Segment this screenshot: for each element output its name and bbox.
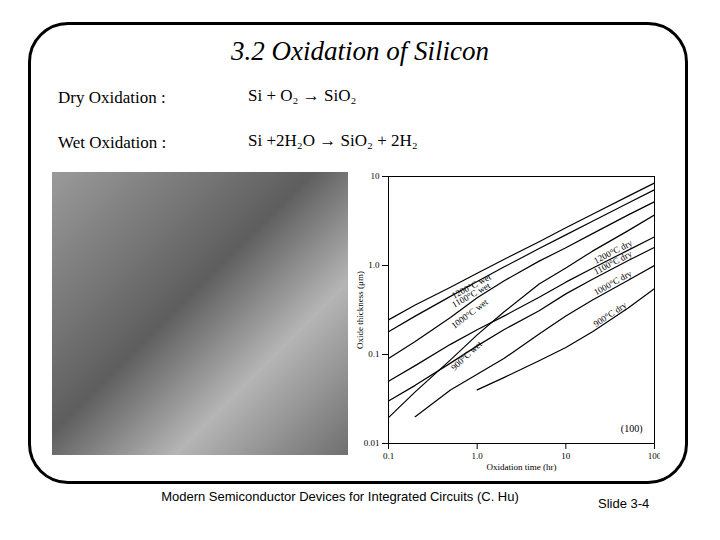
html-text:Si +2H₂O → SiO₂ + 2H₂: Si +2H₂O → SiO₂ + 2H₂	[248, 131, 418, 150]
html-text:Si + O₂ → SiO₂: Si + O₂ → SiO₂	[248, 86, 357, 105]
html-text:Dry Oxidation :: Dry Oxidation :	[58, 88, 166, 107]
svg-text:100: 100	[648, 451, 660, 461]
svg-text:10: 10	[371, 171, 381, 181]
svg-text:1.0: 1.0	[472, 451, 484, 461]
svg-text:(100): (100)	[621, 423, 643, 435]
svg-text:Oxide thickness (μm): Oxide thickness (μm)	[355, 271, 365, 349]
html-text:Slide 3-4: Slide 3-4	[598, 496, 650, 511]
svg-text:1000°C wet: 1000°C wet	[449, 297, 490, 331]
svg-text:900°C wet: 900°C wet	[449, 339, 484, 373]
html-text:3.2 Oxidation of Silicon: 3.2 Oxidation of Silicon	[231, 36, 489, 66]
svg-text:1200°C wet: 1200°C wet	[450, 271, 493, 301]
svg-text:Oxidation time (hr): Oxidation time (hr)	[487, 462, 557, 472]
svg-text:1100°C wet: 1100°C wet	[450, 280, 492, 310]
svg-text:1200°C dry: 1200°C dry	[592, 237, 634, 266]
html-text:Wet Oxidation :: Wet Oxidation :	[58, 133, 167, 152]
html-text:Modern Semiconductor Devices f: Modern Semiconductor Devices for Integra…	[161, 489, 519, 504]
svg-text:1100°C dry: 1100°C dry	[592, 248, 634, 277]
svg-text:900°C dry: 900°C dry	[592, 300, 629, 329]
svg-text:1000°C dry: 1000°C dry	[592, 268, 634, 297]
svg-text:10: 10	[561, 451, 571, 461]
svg-text:0.1: 0.1	[383, 451, 394, 461]
svg-text:0.01: 0.01	[364, 438, 380, 448]
svg-text:1.0: 1.0	[368, 260, 380, 270]
svg-text:0.1: 0.1	[368, 349, 379, 359]
